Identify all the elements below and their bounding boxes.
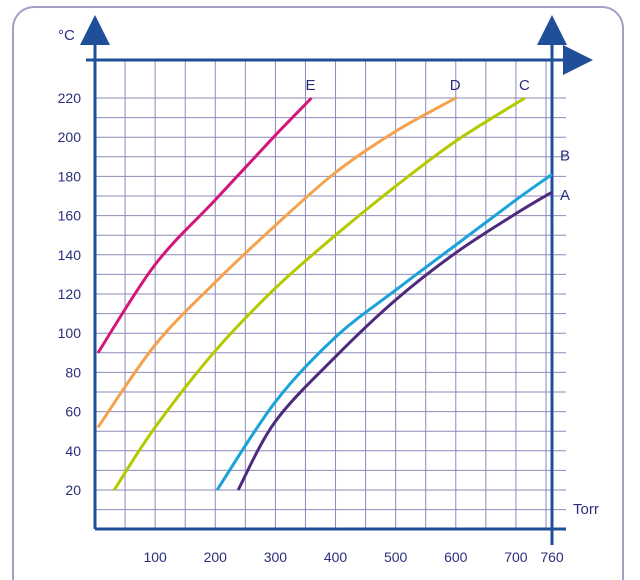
x-tick-label: 760 (540, 549, 564, 565)
curve-label-b: B (560, 147, 570, 164)
curve-a (236, 190, 553, 491)
y-tick-label: 140 (58, 247, 82, 263)
y-axis-label: °C (58, 27, 75, 44)
x-tick-label: 200 (204, 549, 228, 565)
x-tick-label: 500 (384, 549, 408, 565)
x-tick-label: 400 (324, 549, 348, 565)
y-tick-label: 80 (65, 364, 81, 380)
grid (95, 60, 566, 529)
y-tick-label: 40 (65, 443, 81, 459)
y-tick-label: 160 (58, 208, 82, 224)
curve-labels: A B C D E (305, 77, 570, 204)
curve-label-e: E (305, 77, 315, 94)
tick-labels: 20 40 60 80 100 120 140 160 180 200 220 100 200 300 40… (58, 90, 564, 565)
axes (80, 15, 593, 545)
curve-b (215, 173, 553, 491)
y-tick-label: 220 (58, 90, 82, 106)
curve-d (96, 96, 457, 429)
y-tick-label: 20 (65, 482, 81, 498)
x-tick-label: 700 (504, 549, 528, 565)
curve-label-c: C (519, 77, 530, 94)
curve-e (96, 96, 313, 354)
x-axis-label: Torr (573, 501, 599, 518)
x-tick-label: 300 (264, 549, 288, 565)
curve-label-a: A (560, 187, 570, 204)
y-tick-label: 200 (58, 129, 82, 145)
curves (96, 96, 553, 491)
y-tick-label: 60 (65, 404, 81, 420)
curve-label-d: D (450, 77, 461, 94)
curve-c (112, 96, 526, 491)
x-tick-label: 100 (143, 549, 167, 565)
x-tick-label: 600 (444, 549, 468, 565)
y-tick-label: 120 (58, 286, 82, 302)
chart-frame (12, 6, 624, 580)
y-tick-label: 180 (58, 168, 82, 184)
y-tick-label: 100 (58, 325, 82, 341)
